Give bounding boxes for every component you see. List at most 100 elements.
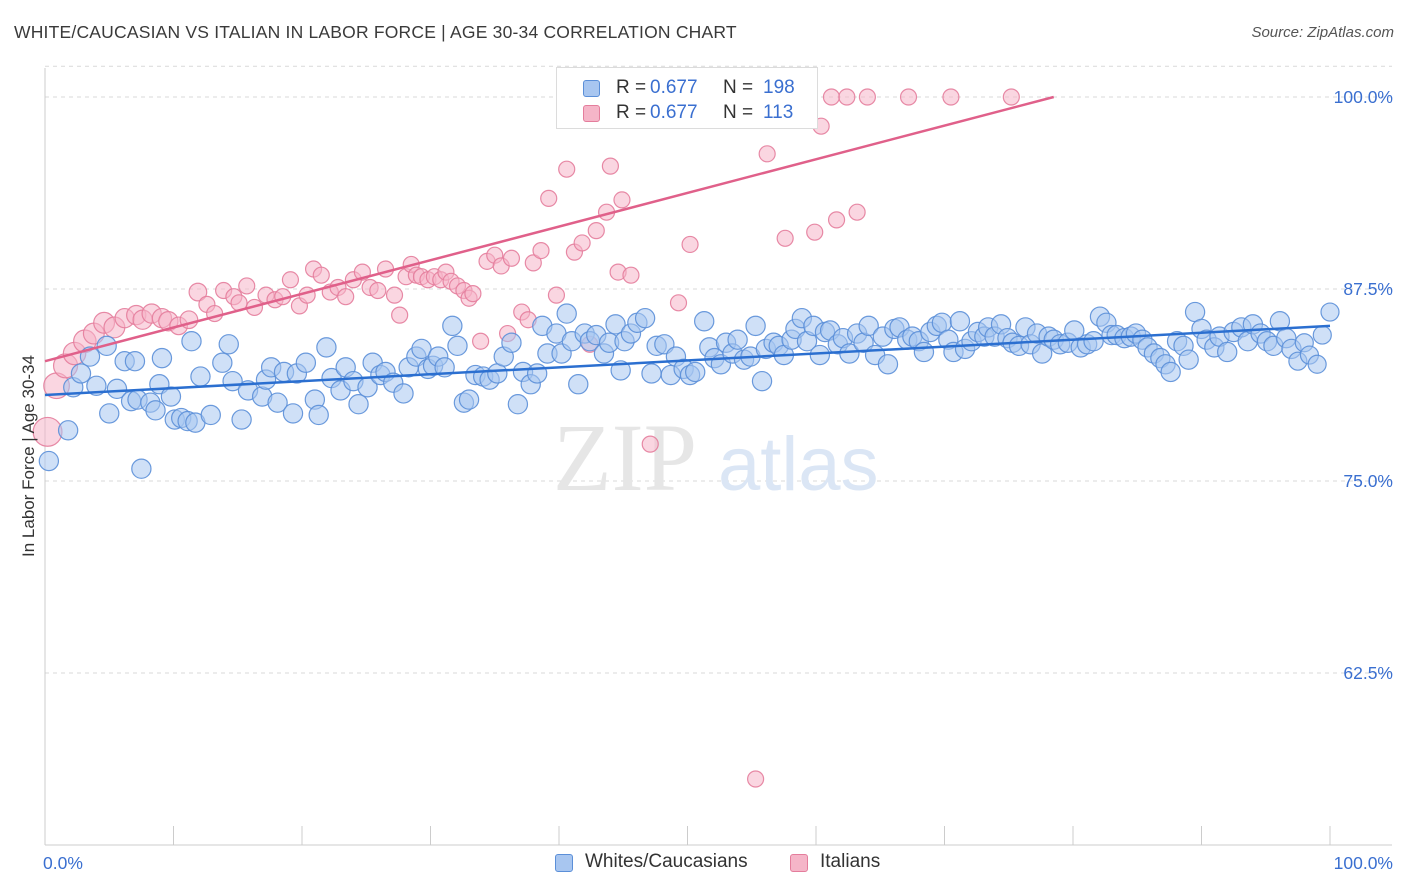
- y-tick-label: 75.0%: [1343, 471, 1393, 491]
- whites-point: [745, 315, 766, 337]
- italians-point: [502, 249, 521, 267]
- italians-point: [238, 277, 256, 295]
- tick-labels: 62.5% 75.0% 87.5% 100.0% 0.0% 100.0%: [43, 87, 1393, 873]
- whites-point: [458, 389, 480, 410]
- whites-point: [1307, 354, 1327, 374]
- italians-point: [464, 285, 482, 303]
- whites-point: [913, 341, 935, 363]
- bottom-legend-swatch-italians: [790, 854, 808, 872]
- whites-point: [610, 360, 631, 381]
- italians-point: [858, 88, 877, 106]
- whites-point: [1320, 302, 1340, 322]
- whites-point: [877, 354, 899, 375]
- whites-point: [949, 311, 971, 332]
- italians-point: [942, 88, 960, 106]
- whites-point: [200, 404, 221, 426]
- whites-point: [685, 361, 706, 383]
- italians-point: [391, 306, 409, 324]
- whites-point: [124, 350, 146, 372]
- whites-point: [507, 394, 529, 415]
- whites-point: [605, 314, 626, 335]
- y-tick-label: 87.5%: [1343, 279, 1393, 299]
- whites-point: [393, 383, 414, 404]
- italians-point: [613, 191, 631, 209]
- italians-point: [806, 223, 824, 241]
- bottom-legend-label-italians: Italians: [820, 851, 881, 872]
- whites-point: [295, 352, 317, 373]
- whites-point: [38, 450, 60, 472]
- italians-point: [385, 286, 404, 304]
- italians-trend-line: [44, 95, 1055, 363]
- whites-point: [231, 409, 252, 430]
- whites-point: [1216, 341, 1238, 363]
- whites-point: [809, 344, 831, 366]
- italians-point: [472, 332, 490, 350]
- italians-point: [558, 160, 576, 178]
- italians-point: [281, 271, 300, 289]
- italians-point: [822, 88, 841, 106]
- italians-point: [747, 770, 765, 788]
- whites-point: [501, 332, 522, 353]
- italians-point: [669, 294, 688, 312]
- bottom-legend-swatch-whites: [555, 854, 573, 872]
- italians-point: [547, 286, 566, 304]
- italians-point: [587, 222, 605, 240]
- whites-point: [411, 338, 432, 360]
- legend-r-label: R =: [616, 77, 647, 98]
- trend-lines: [44, 95, 1331, 397]
- whites-point: [267, 392, 288, 413]
- legend-r-value: 0.677: [650, 77, 698, 98]
- whites-point: [145, 400, 166, 421]
- whites-point: [106, 378, 128, 400]
- whites-point: [727, 329, 748, 350]
- whites-point: [1178, 349, 1199, 370]
- legend-swatch-whites: [583, 80, 600, 97]
- whites-point: [1312, 325, 1332, 345]
- italians-point: [369, 281, 387, 300]
- whites-point: [641, 363, 662, 384]
- y-axis-label: In Labor Force | Age 30-34: [19, 355, 38, 557]
- legend-r-value: 0.677: [650, 102, 698, 123]
- whites-trend-line: [44, 324, 1331, 397]
- legend-n-value: 198: [763, 77, 795, 98]
- italians-point: [899, 88, 918, 106]
- whites-point: [634, 307, 656, 329]
- whites-point: [57, 420, 79, 441]
- x-tick-label-min: 0.0%: [43, 853, 83, 873]
- whites-point: [1160, 361, 1181, 383]
- whites-point: [1083, 331, 1104, 352]
- italians-point: [532, 242, 550, 260]
- italians-point: [776, 229, 794, 247]
- whites-point: [190, 366, 211, 387]
- legend-swatch-italians: [583, 105, 600, 122]
- whites-point: [181, 331, 202, 352]
- whites-point: [70, 363, 92, 384]
- italians-point: [838, 88, 856, 106]
- legend-r-label: R =: [616, 102, 647, 123]
- whites-point: [556, 303, 577, 324]
- italians-point: [1002, 88, 1020, 106]
- whites-point: [308, 404, 329, 426]
- y-tick-label: 62.5%: [1343, 663, 1393, 683]
- italians-point: [681, 235, 699, 254]
- whites-point: [348, 394, 369, 415]
- whites-points: [38, 301, 1340, 479]
- whites-point: [447, 335, 468, 357]
- italians-point: [540, 189, 558, 207]
- whites-point: [568, 374, 589, 395]
- italians-point: [601, 157, 620, 175]
- italians-point: [848, 203, 866, 221]
- italians-point: [188, 282, 208, 302]
- legend-n-value: 113: [763, 102, 794, 123]
- whites-point: [131, 458, 152, 479]
- italians-point: [524, 254, 542, 272]
- whites-point: [526, 363, 548, 384]
- watermark-atlas: atlas: [718, 422, 879, 507]
- italians-point: [622, 266, 640, 284]
- italians-point: [641, 435, 659, 453]
- whites-point: [151, 347, 173, 369]
- whites-point: [86, 375, 107, 396]
- whites-point: [442, 315, 463, 337]
- source-label: Source: ZipAtlas.com: [1251, 24, 1394, 41]
- whites-point: [694, 311, 715, 332]
